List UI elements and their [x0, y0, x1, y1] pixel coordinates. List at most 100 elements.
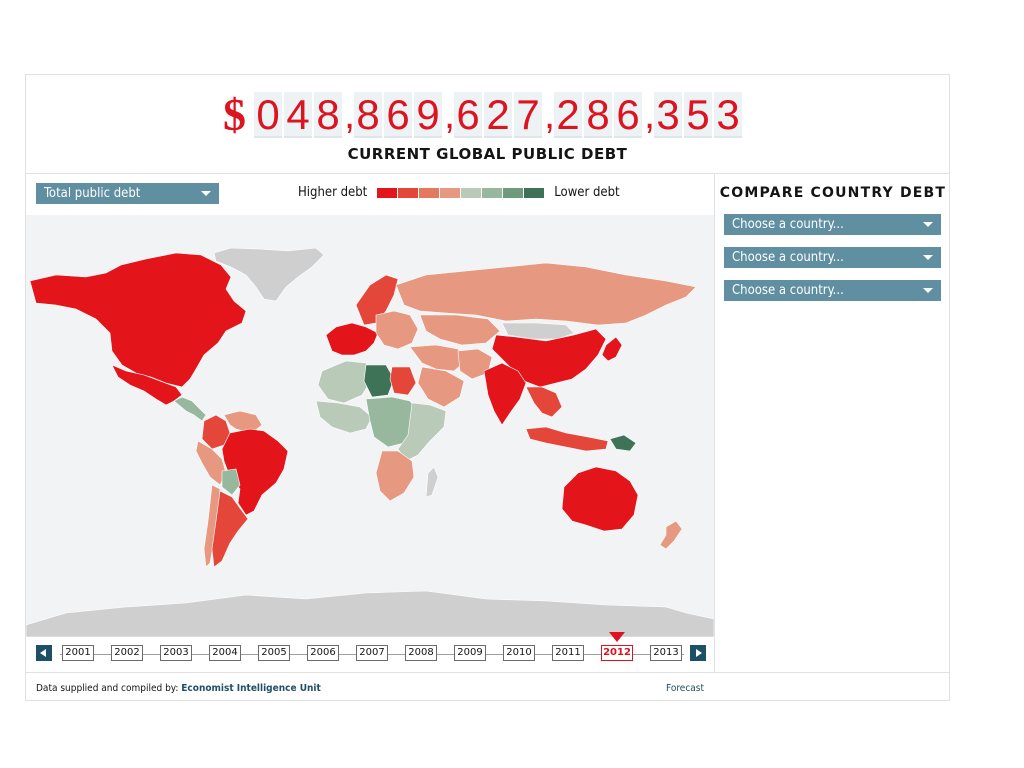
- thousands-separator: ,: [644, 93, 656, 137]
- chevron-down-icon: [923, 255, 933, 260]
- clock-digit: 5: [684, 91, 712, 138]
- year-2011[interactable]: 2011: [552, 645, 584, 661]
- legend-swatch: [524, 187, 545, 198]
- legend-swatch: [398, 187, 419, 198]
- debt-clock-widget: $ 0 4 8 , 8 6 9 , 6 2 7 , 2 8 6: [25, 74, 950, 701]
- clock-digit: 0: [254, 91, 282, 138]
- clock-digit: 4: [284, 91, 312, 138]
- chevron-down-icon: [201, 191, 211, 196]
- clock-digit: 3: [714, 91, 742, 138]
- region-north-america[interactable]: [29, 252, 247, 388]
- year-2010[interactable]: 2010: [503, 645, 535, 661]
- region-middle-east[interactable]: [409, 344, 467, 372]
- clock-digit: 8: [314, 91, 342, 138]
- digit-group: 6 2 7: [454, 91, 544, 138]
- year-2009[interactable]: 2009: [454, 645, 486, 661]
- region-kazakhstan[interactable]: [419, 314, 501, 346]
- chevron-down-icon: [923, 288, 933, 293]
- year-2012[interactable]: 2012: [601, 645, 633, 661]
- arrow-right-icon: [696, 649, 702, 657]
- region-argentina[interactable]: [211, 490, 249, 568]
- region-russia[interactable]: [395, 262, 697, 326]
- legend-swatch: [440, 187, 461, 198]
- region-venezuela[interactable]: [223, 410, 263, 434]
- region-papua-new-guinea[interactable]: [609, 434, 637, 452]
- region-madagascar[interactable]: [425, 466, 439, 498]
- legend-lower-label: Lower debt: [554, 185, 620, 200]
- year-2007[interactable]: 2007: [356, 645, 388, 661]
- world-map[interactable]: [26, 215, 714, 637]
- year-2002[interactable]: 2002: [111, 645, 143, 661]
- region-egypt[interactable]: [389, 366, 417, 396]
- region-brazil[interactable]: [221, 428, 289, 516]
- data-source-note: Data supplied and compiled by: Economist…: [36, 683, 321, 694]
- legend-swatch: [503, 187, 524, 198]
- digit-group: 0 4 8: [254, 91, 344, 138]
- country-dropdown-2[interactable]: Choose a country...: [724, 247, 941, 268]
- year-timeline: 2001 2002 2003 2004 2005 2006 2007 2008 2009 2010…: [36, 632, 706, 671]
- region-eastern-europe[interactable]: [375, 310, 419, 350]
- metric-dropdown[interactable]: Total public debt: [36, 183, 219, 204]
- year-2006[interactable]: 2006: [307, 645, 339, 661]
- region-saudi-arabia[interactable]: [417, 366, 465, 408]
- region-mongolia[interactable]: [501, 322, 575, 340]
- thousands-separator: ,: [544, 93, 556, 137]
- region-east-africa[interactable]: [397, 402, 447, 462]
- year-2004[interactable]: 2004: [209, 645, 241, 661]
- year-2003[interactable]: 2003: [160, 645, 192, 661]
- clock-digit: 8: [354, 91, 382, 138]
- year-2008[interactable]: 2008: [405, 645, 437, 661]
- region-australia[interactable]: [561, 466, 639, 532]
- clock-digit: 6: [454, 91, 482, 138]
- source-link[interactable]: Economist Intelligence Unit: [181, 683, 321, 694]
- legend-swatch: [482, 187, 503, 198]
- divider: [26, 173, 949, 174]
- region-greenland[interactable]: [213, 247, 325, 302]
- legend-swatch: [461, 187, 482, 198]
- thousands-separator: ,: [444, 93, 456, 137]
- clock-digit: 3: [654, 91, 682, 138]
- legend-higher-label: Higher debt: [298, 185, 368, 200]
- region-scandinavia[interactable]: [355, 274, 399, 326]
- region-antarctica[interactable]: [26, 590, 714, 637]
- clock-digit: 2: [484, 91, 512, 138]
- region-peru[interactable]: [195, 440, 227, 486]
- country-dropdown-1[interactable]: Choose a country...: [724, 214, 941, 235]
- legend-swatch: [377, 187, 398, 198]
- source-prefix: Data supplied and compiled by:: [36, 683, 179, 694]
- year-2005[interactable]: 2005: [258, 645, 290, 661]
- map-legend: Higher debt Lower debt: [298, 185, 620, 200]
- compare-title: COMPARE COUNTRY DEBT: [719, 185, 947, 201]
- region-west-africa[interactable]: [315, 400, 373, 434]
- country-dropdown-3[interactable]: Choose a country...: [724, 280, 941, 301]
- debt-clock: $ 0 4 8 , 8 6 9 , 6 2 7 , 2 8 6: [26, 91, 949, 139]
- year-2001[interactable]: 2001: [62, 645, 94, 661]
- region-southeast-asia[interactable]: [525, 386, 563, 418]
- region-central-america[interactable]: [173, 396, 207, 422]
- legend-swatches: [377, 187, 545, 198]
- metric-dropdown-value: Total public debt: [44, 186, 141, 201]
- forecast-label: Forecast: [666, 683, 705, 694]
- clock-label: CURRENT GLOBAL PUBLIC DEBT: [347, 145, 628, 163]
- divider: [26, 672, 949, 673]
- region-western-europe[interactable]: [325, 322, 379, 356]
- thousands-separator: ,: [344, 93, 356, 137]
- region-southern-africa[interactable]: [375, 450, 415, 502]
- timeline-prev-button[interactable]: [36, 645, 52, 661]
- clock-digit: 6: [384, 91, 412, 138]
- currency-symbol: $: [223, 89, 246, 140]
- region-china[interactable]: [491, 328, 607, 388]
- region-india[interactable]: [483, 362, 527, 426]
- year-2013[interactable]: 2013: [650, 645, 682, 661]
- timeline-next-button[interactable]: [690, 645, 706, 661]
- region-indonesia[interactable]: [525, 426, 609, 452]
- region-north-africa[interactable]: [317, 360, 373, 404]
- legend-swatch: [419, 187, 440, 198]
- region-bolivia[interactable]: [221, 468, 241, 496]
- clock-digit: 6: [614, 91, 642, 138]
- country-dropdown-placeholder: Choose a country...: [732, 250, 844, 265]
- region-libya[interactable]: [363, 364, 395, 398]
- region-new-zealand[interactable]: [659, 520, 683, 550]
- digit-group: 2 8 6: [554, 91, 644, 138]
- region-japan[interactable]: [601, 336, 623, 362]
